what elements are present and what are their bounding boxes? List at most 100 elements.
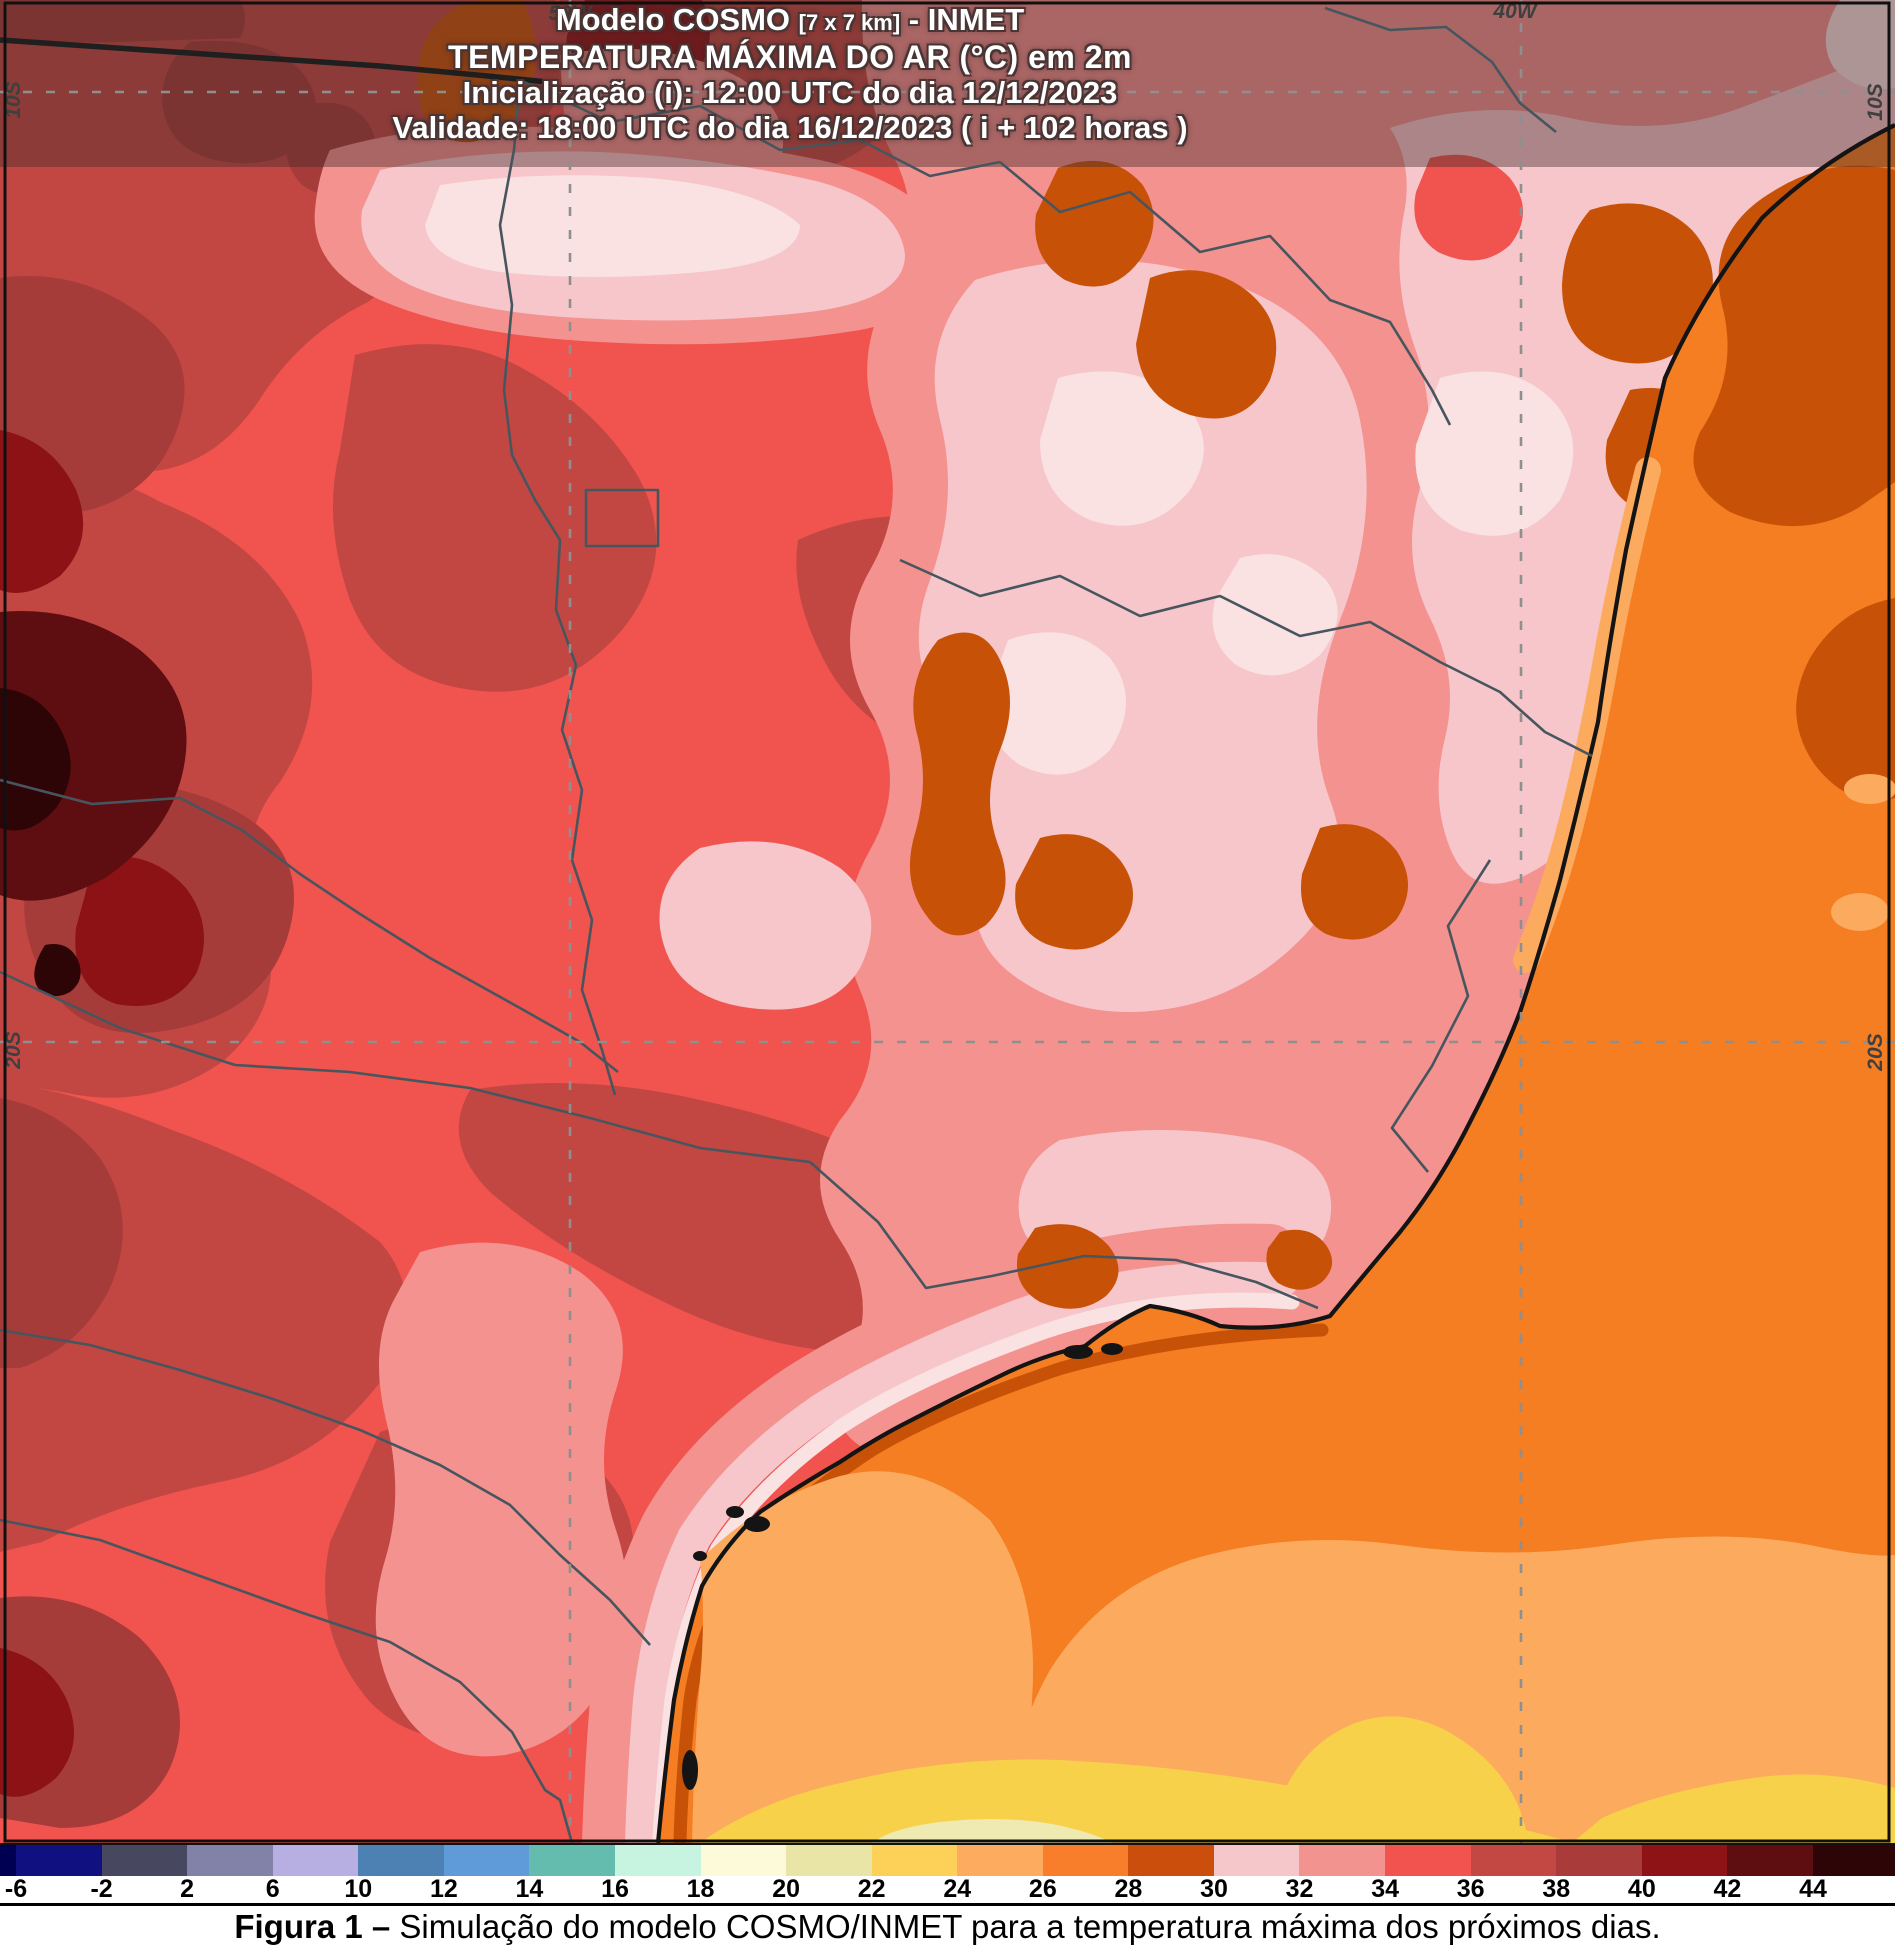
- temp-region: [1831, 893, 1889, 931]
- state-border: [999, 161, 1452, 426]
- map-frame: [3, 1, 1891, 1843]
- colorbar-tick-label: 42: [1713, 1875, 1742, 1903]
- colorbar-tick-label: 30: [1200, 1875, 1228, 1903]
- temp-region: [1693, 165, 1895, 527]
- colorbar-cell: [1727, 1845, 1813, 1876]
- colorbar-tick-label: 28: [1114, 1875, 1143, 1903]
- colorbar-tick-label: 14: [515, 1875, 544, 1903]
- colorbar-tick-label: 18: [686, 1875, 715, 1903]
- state-border: [1324, 6, 1557, 134]
- temp-region: [1015, 834, 1133, 950]
- islands: [682, 1343, 1123, 1790]
- temp-region: [0, 611, 187, 901]
- colorbar-tick-label: -6: [4, 1875, 28, 1903]
- temp-region: [872, 1818, 1112, 1843]
- colorbar-tick-label: -2: [90, 1875, 113, 1903]
- temp-region: [425, 175, 800, 277]
- temp-region: [1414, 154, 1523, 261]
- title-line-2: TEMPERATURA MÁXIMA DO AR (°C) em 2m: [448, 39, 1132, 75]
- temp-region: [1301, 824, 1408, 940]
- figure-caption: Figura 1 – Simulação do modelo COSMO/INM…: [0, 1908, 1895, 1946]
- colorbar-tick-label: 36: [1456, 1875, 1485, 1903]
- colorbar-cell: [614, 1845, 701, 1876]
- colorbar-cell: [786, 1845, 872, 1876]
- colorbar-tick-label: 22: [857, 1875, 886, 1903]
- colorbar-tick-label: 12: [429, 1875, 458, 1903]
- regions-28-30-land: [417, 0, 1719, 1309]
- temp-region: [1016, 1224, 1119, 1309]
- title-line-1: Modelo COSMO [7 x 7 km] - INMET: [0, 2, 1580, 40]
- state-border: [0, 970, 236, 1067]
- caption-prefix: Figura 1 –: [234, 1908, 391, 1945]
- colorbar-cell: [529, 1845, 615, 1876]
- colorbar-tick-label: 24: [943, 1875, 972, 1903]
- colorbar-cell: [1213, 1845, 1300, 1876]
- regions-30-32-pale: [425, 0, 1895, 775]
- island: [1063, 1345, 1093, 1359]
- temp-region: [417, 0, 536, 143]
- island: [744, 1516, 770, 1532]
- caption-text: Simulação do modelo COSMO/INMET para a t…: [390, 1908, 1661, 1945]
- regions-42-44: [0, 611, 187, 901]
- lat-label-10s-right: 10S: [1864, 83, 1887, 120]
- colorbar-cell: [272, 1845, 359, 1876]
- colorbar-tick-label: 6: [265, 1875, 280, 1903]
- lat-label-20s-right: 20S: [1864, 1033, 1887, 1071]
- temp-region: [0, 0, 245, 43]
- temp-region: [1270, 1716, 1530, 1843]
- model-suffix: - INMET: [900, 2, 1025, 37]
- graticule-lines: [0, 0, 1895, 1843]
- island: [1101, 1343, 1123, 1355]
- colorbar-cell: [1042, 1845, 1129, 1876]
- colorbar-tick-label: 26: [1028, 1875, 1057, 1903]
- island: [682, 1750, 698, 1790]
- temp-region: [1572, 1774, 1895, 1843]
- temp-region: [1000, 1536, 1895, 1843]
- temp-region: [75, 856, 204, 1006]
- temp-region: [988, 632, 1126, 775]
- ocean-region: [658, 125, 1895, 1843]
- colorbar-cell: [700, 1845, 787, 1876]
- border-thick-nw: [0, 37, 548, 85]
- colorbar-swatches: [0, 1843, 1895, 1876]
- colorbar-cell: [443, 1845, 530, 1876]
- colorbar-tick-label: 34: [1371, 1875, 1400, 1903]
- state-border: [809, 1161, 1319, 1310]
- map-title: Modelo COSMO [7 x 7 km] - INMET TEMPERAT…: [0, 2, 1580, 145]
- lon-label-40w: 40W: [1492, 0, 1538, 23]
- colorbar-cell: [358, 1845, 444, 1876]
- colorbar-cell: [187, 1845, 273, 1876]
- colorbar-labels: -6 -2 2 6 10 12 14 16 18 20 22 24 26 28 30 32 34 36 38 40 42…: [0, 1876, 1895, 1903]
- temp-region: [692, 1471, 1034, 1843]
- temp-region: [1035, 160, 1154, 287]
- colorbar-tick-label: 32: [1285, 1875, 1314, 1903]
- colorbar-tick-label: 38: [1542, 1875, 1571, 1903]
- island: [726, 1506, 744, 1518]
- state-borders: [0, 6, 1593, 1843]
- state-border: [1390, 859, 1492, 1173]
- temp-region: [332, 344, 657, 692]
- graticule-labels: 50W 40W 10S 10S 20S 20S: [2, 0, 1887, 1072]
- state-border: [899, 558, 1593, 758]
- colorbar-cell: [0, 1845, 16, 1876]
- temperature-map: 50W 40W 10S 10S 20S 20S: [0, 0, 1895, 1843]
- model-name: Modelo COSMO: [555, 2, 791, 37]
- title-line-3: Inicialização (i): 12:00 UTC do dia 12/1…: [462, 75, 1118, 110]
- temp-region: [1136, 270, 1277, 419]
- temp-region: [918, 260, 1367, 1012]
- lat-label-20s-left: 20S: [2, 1031, 25, 1069]
- title-shade-band: [0, 0, 1895, 167]
- state-border: [234, 1063, 811, 1164]
- temp-region: [1796, 598, 1895, 801]
- map-area: 50W 40W 10S 10S 20S 20S Modelo COSMO [7 …: [0, 0, 1895, 1843]
- temp-region: [0, 430, 84, 593]
- island: [693, 1551, 707, 1561]
- temp-region: [34, 944, 81, 997]
- state-border: [519, 78, 1001, 178]
- colorbar-tick-label: 16: [601, 1875, 629, 1903]
- colorbar-tick-label: 20: [772, 1875, 801, 1903]
- temp-region: [1415, 371, 1574, 536]
- colorbar-cell: [1128, 1845, 1214, 1876]
- model-grid: [7 x 7 km]: [798, 10, 901, 35]
